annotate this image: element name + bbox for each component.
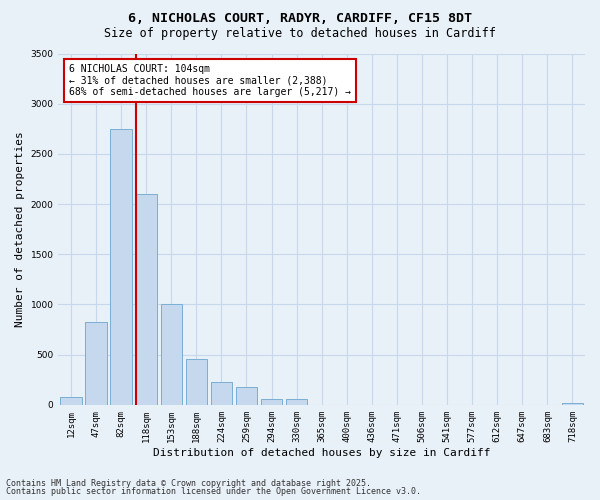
Bar xyxy=(85,322,107,405)
Bar xyxy=(185,358,207,405)
Bar xyxy=(136,194,157,405)
Text: Contains public sector information licensed under the Open Government Licence v3: Contains public sector information licen… xyxy=(6,487,421,496)
Bar xyxy=(286,400,307,405)
Text: Size of property relative to detached houses in Cardiff: Size of property relative to detached ho… xyxy=(104,28,496,40)
Bar xyxy=(211,382,232,405)
Bar xyxy=(562,404,583,405)
Bar xyxy=(161,304,182,405)
X-axis label: Distribution of detached houses by size in Cardiff: Distribution of detached houses by size … xyxy=(153,448,490,458)
Bar xyxy=(110,129,132,405)
Bar xyxy=(236,387,257,405)
Bar xyxy=(261,399,282,405)
Text: 6 NICHOLAS COURT: 104sqm
← 31% of detached houses are smaller (2,388)
68% of sem: 6 NICHOLAS COURT: 104sqm ← 31% of detach… xyxy=(69,64,351,97)
Y-axis label: Number of detached properties: Number of detached properties xyxy=(15,132,25,327)
Text: 6, NICHOLAS COURT, RADYR, CARDIFF, CF15 8DT: 6, NICHOLAS COURT, RADYR, CARDIFF, CF15 … xyxy=(128,12,472,26)
Text: Contains HM Land Registry data © Crown copyright and database right 2025.: Contains HM Land Registry data © Crown c… xyxy=(6,478,371,488)
Bar xyxy=(60,398,82,405)
